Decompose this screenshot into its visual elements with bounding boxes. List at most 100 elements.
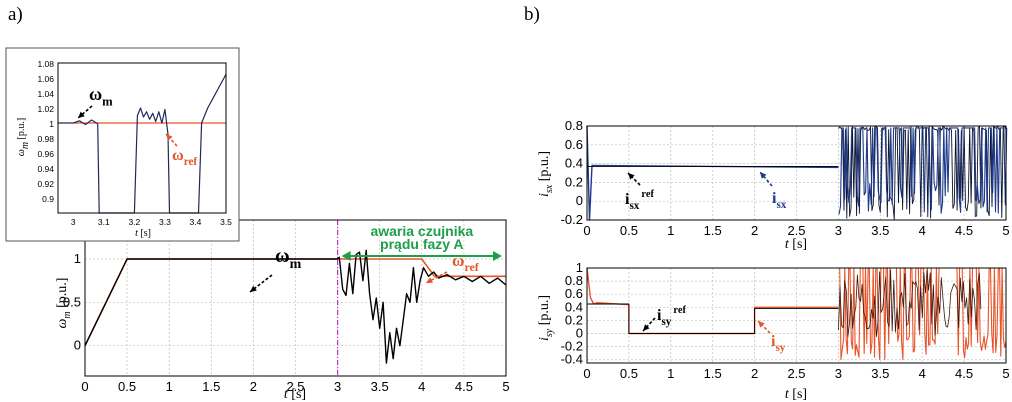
isx-ref-arrow xyxy=(627,172,641,186)
main-x-axis-label: t [s] xyxy=(284,387,306,402)
isy-xtick-label: 1.5 xyxy=(704,366,722,381)
main-omega-ref-arrow-head xyxy=(426,277,433,283)
fault-annotation-line2: prądu fazy A xyxy=(380,236,464,252)
main-annot-omega-ref: ωref xyxy=(452,251,480,274)
isx-x-axis-label: t [s] xyxy=(785,237,807,252)
isy-annot-ref: isyref xyxy=(657,305,686,328)
inset-omega-m-arrow-head xyxy=(78,111,85,118)
inset-series-omega-m xyxy=(58,74,227,214)
fault-range-arrow-left xyxy=(341,251,351,261)
isx-xtick-label: 3 xyxy=(835,223,842,238)
inset-xtick-label: 3.5 xyxy=(220,217,232,227)
fault-range-arrow-right xyxy=(493,251,502,261)
fault-annotation-line1: awaria czujnika xyxy=(370,223,473,239)
inset-xtick-label: 3.1 xyxy=(98,217,110,227)
isy-xtick-label: 1 xyxy=(667,366,674,381)
main-xtick-label: 1 xyxy=(166,379,173,394)
main-xtick-label: 0 xyxy=(81,379,88,394)
isy-measured-arrow xyxy=(757,320,771,334)
isx-xtick-label: 2.5 xyxy=(787,223,805,238)
isy-xtick-label: 4.5 xyxy=(955,366,973,381)
isy-xtick-label: 5 xyxy=(1002,366,1009,381)
inset-ytick-label: 1.08 xyxy=(37,59,54,69)
isy-ytick-label: -0.2 xyxy=(561,339,583,354)
inset-xtick-label: 3.2 xyxy=(128,217,140,227)
isy-noise-dark xyxy=(838,269,982,338)
panel-a-label: a) xyxy=(8,4,23,25)
main-ytick-label: 0 xyxy=(74,338,81,353)
isx-ref-arrow-head xyxy=(628,173,635,180)
inset-omega-ref-arrow-head xyxy=(166,134,173,141)
inset-xtick-label: 3 xyxy=(71,217,76,227)
isx-xtick-label: 2 xyxy=(751,223,758,238)
isy-ytick-label: 0.2 xyxy=(565,312,583,327)
main-annot-omega-m: ωm xyxy=(275,245,302,272)
main-plot-frame xyxy=(84,219,507,377)
isx-ytick-label: 0.4 xyxy=(565,156,583,171)
inset-xtick-label: 3.4 xyxy=(190,217,202,227)
isy-xtick-label: 2 xyxy=(751,366,758,381)
isy-ytick-label: 0 xyxy=(576,326,583,341)
main-ytick-label: 1 xyxy=(74,251,81,266)
isx-ytick-label: 0.6 xyxy=(565,137,583,152)
inset-xtick-label: 3.3 xyxy=(159,217,171,227)
inset-ytick-label: 0.98 xyxy=(37,134,54,144)
inset-panel: 3 3.1 3.2 3.3 3.4 3.5 0.9 0.92 0.94 0.96 0.98 1 1.02… xyxy=(37,59,232,227)
isy-ytick-label: -0.4 xyxy=(561,352,583,367)
main-omega-m-arrow-head xyxy=(250,285,257,292)
main-xtick-label: 1.5 xyxy=(202,379,220,394)
isy-ytick-label: 0.4 xyxy=(565,299,583,314)
isx-xtick-label: 5 xyxy=(1002,223,1009,238)
main-xtick-label: 4 xyxy=(418,379,425,394)
inset-plot-bg xyxy=(58,63,226,213)
inset-ytick-label: 1.02 xyxy=(37,104,54,114)
isy-xtick-label: 3 xyxy=(835,366,842,381)
inset-plot-frame xyxy=(57,62,227,214)
isy-xtick-label: 3.5 xyxy=(871,366,889,381)
isy-ytick-label: 1 xyxy=(576,260,583,275)
inset-ytick-label: 0.94 xyxy=(37,164,54,174)
main-omega-ref-arrow xyxy=(425,271,448,284)
isy-xtick-label: 0.5 xyxy=(620,366,638,381)
isy-xtick-label: 4 xyxy=(919,366,926,381)
isx-annot-measured: isx xyxy=(772,190,787,211)
inset-annot-omega-m: ωm xyxy=(89,84,113,108)
inset-omega-ref-arrow xyxy=(165,133,178,147)
inset-ytick-label: 1.04 xyxy=(37,89,54,99)
main-xtick-label: 3 xyxy=(334,379,341,394)
isy-ytick-label: 0.8 xyxy=(565,273,583,288)
inset-annot-omega-ref: ωref xyxy=(172,147,197,168)
main-y-axis-label: ωm [p.u.] xyxy=(55,278,73,329)
isx-xtick-label: 1.5 xyxy=(704,223,722,238)
isx-xtick-label: 1 xyxy=(667,223,674,238)
isx-plot-frame xyxy=(586,125,1007,221)
main-xtick-label: 4.5 xyxy=(455,379,473,394)
inset-ytick-label: 0.9 xyxy=(42,194,54,204)
isx-ytick-label: 0 xyxy=(576,193,583,208)
isx-ytick-label: 0.8 xyxy=(565,118,583,133)
isx-panel: 0 0.5 1 1.5 2 2.5 3 3.5 4 4.5 5-0.200.20.40.60.8 xyxy=(561,118,1010,238)
inset-ytick-label: 1 xyxy=(49,119,54,129)
isy-measured-arrow-head xyxy=(758,321,765,328)
isy-xtick-label: 2.5 xyxy=(787,366,805,381)
isx-xtick-label: 4 xyxy=(919,223,926,238)
inset-y-axis-label: ωm [p.u.] xyxy=(16,118,31,156)
isx-measured-arrow-head xyxy=(760,172,767,179)
isx-xtick-label: 3.5 xyxy=(871,223,889,238)
isx-y-axis-label: isx [p.u.] xyxy=(537,151,555,197)
main-series-omega-m xyxy=(84,249,507,364)
isy-y-axis-label: isy [p.u.] xyxy=(537,295,555,341)
main-xtick-label: 0.5 xyxy=(118,379,136,394)
isx-xtick-label: 0.5 xyxy=(620,223,638,238)
isy-ref-arrow xyxy=(642,317,656,332)
isy-x-axis-label: t [s] xyxy=(785,387,807,402)
isx-xtick-label: 0 xyxy=(583,223,590,238)
inset-x-axis-label: t [s] xyxy=(135,228,151,239)
inset-ytick-label: 0.92 xyxy=(37,179,54,189)
isy-plot-frame xyxy=(586,267,1007,364)
isx-ytick-label: 0.2 xyxy=(565,174,583,189)
inset-ytick-label: 0.96 xyxy=(37,149,54,159)
isx-xtick-label: 4.5 xyxy=(955,223,973,238)
isx-annot-ref: isxref xyxy=(625,189,654,212)
